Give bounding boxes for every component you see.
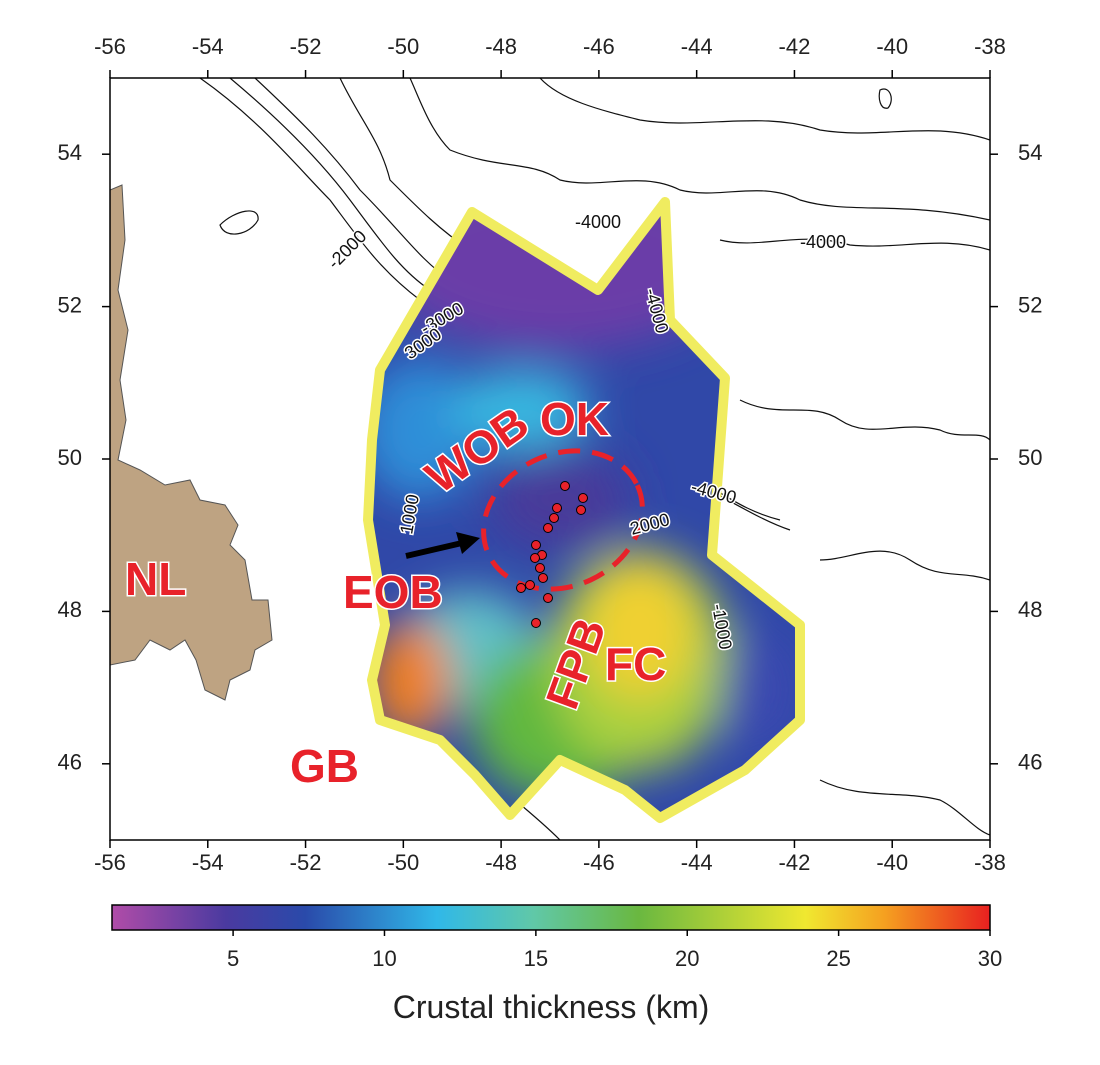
x-tick-label: -56 — [94, 850, 126, 875]
colorbar-tick-label: 5 — [227, 946, 239, 971]
region-label: FC — [605, 638, 666, 690]
region-label: NL — [125, 553, 186, 605]
x-tick-label: -42 — [779, 850, 811, 875]
contour-label: -4000 — [575, 212, 621, 232]
y-tick-label: 48 — [58, 597, 82, 622]
y-tick-label: 46 — [1018, 750, 1042, 775]
ticks: -56 -56 -54 -54 -52 -52 -50 -50 -48 -48 -46 -46 -44 -… — [58, 34, 1043, 971]
x-tick-label: -54 — [192, 850, 224, 875]
x-tick-label: -42 — [779, 34, 811, 59]
map-area: -4000 -4000 -4000 -2000 -3000 -4000 3000… — [110, 78, 990, 840]
colorbar-tick-label: 10 — [372, 946, 396, 971]
x-tick-label: -56 — [94, 34, 126, 59]
contour-label: -2000 — [324, 226, 371, 273]
arrow — [405, 532, 480, 559]
y-tick-label: 48 — [1018, 597, 1042, 622]
colorbar-tick-label: 20 — [675, 946, 699, 971]
y-tick-label: 50 — [58, 445, 82, 470]
y-tick-label: 50 — [1018, 445, 1042, 470]
x-tick-label: -54 — [192, 34, 224, 59]
y-tick-label: 52 — [1018, 292, 1042, 317]
x-tick-label: -44 — [681, 850, 713, 875]
land — [110, 184, 273, 701]
region-label: EOB — [343, 566, 443, 618]
y-tick-label: 54 — [1018, 140, 1042, 165]
x-tick-label: -52 — [290, 34, 322, 59]
x-tick-label: -48 — [485, 850, 517, 875]
y-tick-label: 54 — [58, 140, 82, 165]
colorbar-tick-label: 15 — [524, 946, 548, 971]
x-tick-label: -40 — [876, 34, 908, 59]
x-tick-label: -46 — [583, 850, 615, 875]
stations — [516, 481, 588, 628]
x-tick-label: -44 — [681, 34, 713, 59]
colorbar-label: Crustal thickness (km) — [393, 989, 710, 1025]
region-label: OK — [540, 393, 609, 445]
colorbar-tick-label: 25 — [826, 946, 850, 971]
x-tick-label: -38 — [974, 850, 1006, 875]
contour-label: -4000 — [800, 232, 846, 252]
x-tick-label: -52 — [290, 850, 322, 875]
data-boundary — [363, 197, 805, 823]
x-tick-label: -50 — [387, 850, 419, 875]
x-tick-label: -38 — [974, 34, 1006, 59]
region-label: GB — [290, 740, 359, 792]
x-tick-label: -46 — [583, 34, 615, 59]
y-tick-label: 46 — [58, 750, 82, 775]
x-tick-label: -48 — [485, 34, 517, 59]
colorbar-tick-label: 30 — [978, 946, 1002, 971]
y-tick-label: 52 — [58, 292, 82, 317]
colorbar — [111, 904, 991, 931]
x-tick-label: -50 — [387, 34, 419, 59]
survey-ellipse — [481, 448, 645, 592]
x-tick-label: -40 — [876, 850, 908, 875]
